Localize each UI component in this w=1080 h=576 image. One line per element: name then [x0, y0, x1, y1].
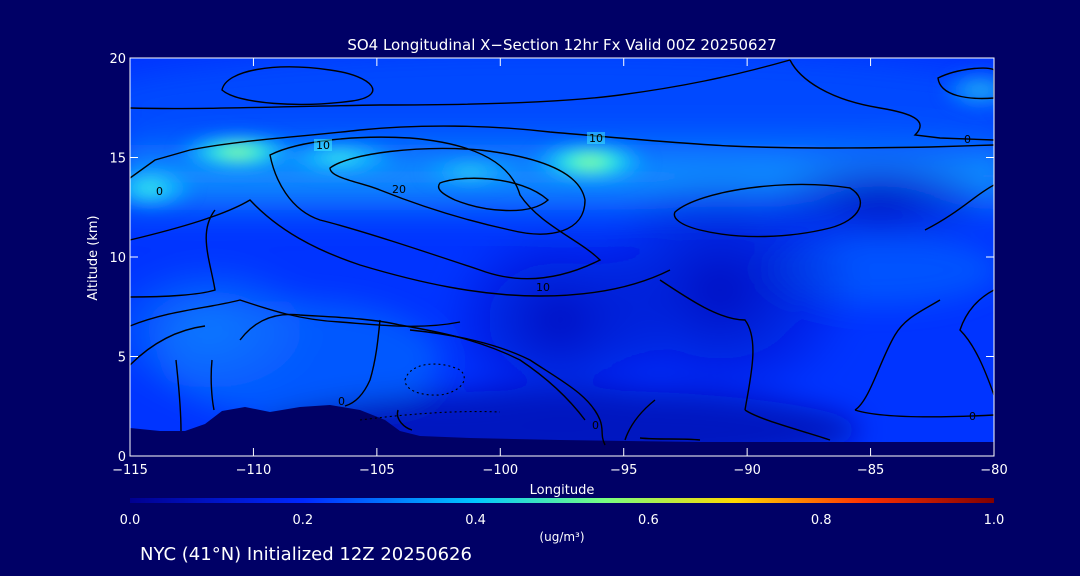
- footer-caption: NYC (41°N) Initialized 12Z 20250626: [140, 544, 472, 565]
- y-tick-label: 20: [109, 52, 126, 67]
- contour-label: 20: [392, 183, 406, 196]
- chart-title: SO4 Longitudinal X−Section 12hr Fx Valid…: [347, 36, 776, 54]
- colorbar-unit: (ug/m³): [539, 530, 584, 544]
- colorbar-tick-label: 0.0: [120, 513, 141, 528]
- x-tick-label: −85: [857, 463, 884, 478]
- x-tick-label: −90: [733, 463, 760, 478]
- colorbar-ticks: 0.0 0.2 0.4 0.6 0.8 1.0: [120, 513, 1005, 528]
- x-axis-label: Longitude: [530, 483, 595, 498]
- colorbar: [130, 498, 994, 503]
- colorbar-tick-label: 0.2: [292, 513, 313, 528]
- heatmap-field: [130, 58, 994, 456]
- contour-label: 0: [156, 185, 163, 198]
- contour-label: 10: [536, 281, 550, 294]
- colorbar-tick-label: 0.8: [811, 513, 832, 528]
- y-axis: 0 5 10 15 20: [109, 52, 994, 465]
- contour-label: 0: [964, 133, 971, 146]
- colorbar-tick-label: 1.0: [984, 513, 1005, 528]
- y-tick-label: 0: [118, 450, 126, 465]
- x-tick-label: −100: [482, 463, 518, 478]
- terrain: [130, 405, 994, 456]
- x-tick-label: −115: [112, 463, 148, 478]
- colorbar-tick-label: 0.6: [638, 513, 659, 528]
- contour-label: 0: [592, 419, 599, 432]
- contour-label: 0: [338, 395, 345, 408]
- y-tick-label: 15: [109, 152, 126, 167]
- contour-label: 10: [316, 139, 330, 152]
- x-tick-label: −80: [980, 463, 1007, 478]
- colorbar-tick-label: 0.4: [465, 513, 486, 528]
- contour-label: 10: [589, 132, 603, 145]
- x-axis: −115 −110 −105 −100 −95 −90 −85 −80: [112, 58, 1008, 478]
- x-tick-label: −110: [236, 463, 272, 478]
- contour-label: 0: [969, 410, 976, 423]
- y-tick-label: 5: [118, 351, 126, 366]
- contour-lines: [130, 59, 994, 446]
- y-axis-label: Altitude (km): [86, 215, 101, 300]
- x-tick-label: −95: [610, 463, 637, 478]
- y-tick-label: 10: [109, 251, 126, 266]
- x-tick-label: −105: [359, 463, 395, 478]
- contour-label-group: 10 10 10 20 0 0 0 0 0: [156, 132, 976, 432]
